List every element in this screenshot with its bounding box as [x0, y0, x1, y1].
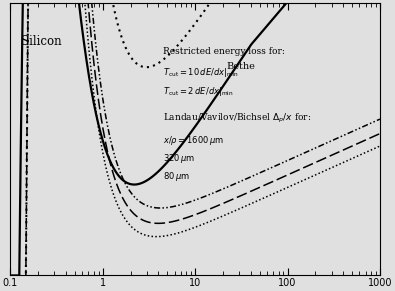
Text: $T_{\rm cut} = 2\,dE/dx|_{\rm min}$: $T_{\rm cut} = 2\,dE/dx|_{\rm min}$ — [163, 85, 234, 98]
Text: $80\,\mu\mathrm{m}$: $80\,\mu\mathrm{m}$ — [163, 170, 190, 183]
Text: Bethe: Bethe — [227, 62, 256, 71]
Text: Restricted energy loss for:: Restricted energy loss for: — [163, 47, 285, 56]
Text: Silicon: Silicon — [21, 36, 62, 49]
Text: $320\,\mu\mathrm{m}$: $320\,\mu\mathrm{m}$ — [163, 152, 195, 165]
Text: Landau/Vavilov/Bichsel $\Delta_p/x$ for:: Landau/Vavilov/Bichsel $\Delta_p/x$ for: — [163, 112, 311, 125]
Text: $T_{\rm cut} = 10\,dE/dx|_{\rm min}$: $T_{\rm cut} = 10\,dE/dx|_{\rm min}$ — [163, 66, 239, 79]
Text: $x/\rho = 1600\,\mu\mathrm{m}$: $x/\rho = 1600\,\mu\mathrm{m}$ — [163, 134, 224, 147]
